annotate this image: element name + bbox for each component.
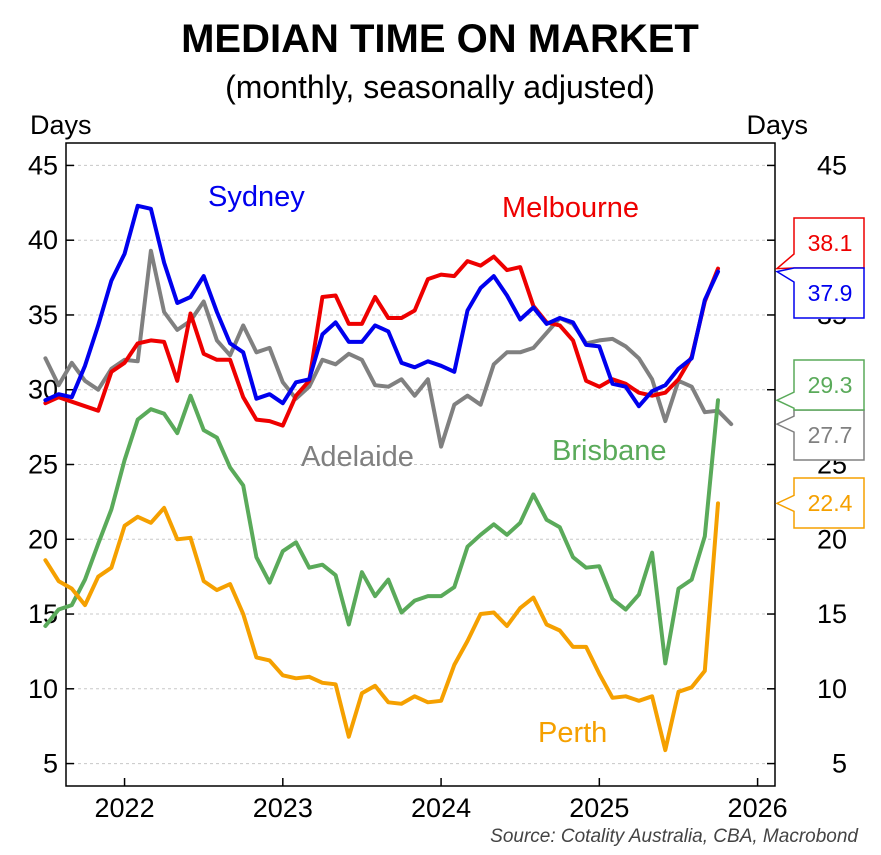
y-axis-unit-left: Days xyxy=(30,110,92,140)
x-tick-label-2025: 2025 xyxy=(569,793,629,823)
y-tick-label-left-40: 40 xyxy=(28,225,58,255)
source-note: Source: Cotality Australia, CBA, Macrobo… xyxy=(490,826,859,847)
series-line-brisbane xyxy=(43,393,720,666)
series-labels: Sydney Melbourne Adelaide Brisbane Perth xyxy=(208,181,666,749)
y-tick-label-left-5: 5 xyxy=(43,749,58,779)
y-tick-label-right-20: 20 xyxy=(817,524,847,554)
y-tick-label-left-45: 45 xyxy=(28,150,58,180)
value-label-adelaide: 27.7 xyxy=(808,422,853,448)
value-label-perth: 22.4 xyxy=(808,490,853,516)
series-label-melbourne: Melbourne xyxy=(502,192,639,224)
x-tick-label-2024: 2024 xyxy=(411,793,471,823)
axes xyxy=(65,142,776,787)
y-tick-label-right-15: 15 xyxy=(817,599,847,629)
series-line-adelaide xyxy=(43,248,734,449)
x-tick-label-2022: 2022 xyxy=(95,793,155,823)
series-label-adelaide: Adelaide xyxy=(301,441,414,473)
series-label-perth: Perth xyxy=(538,717,607,749)
value-flag-sydney xyxy=(775,267,865,319)
y-tick-label-left-35: 35 xyxy=(28,300,58,330)
y-tick-label-left-20: 20 xyxy=(28,524,58,554)
series-lines xyxy=(43,203,734,753)
series-label-sydney: Sydney xyxy=(208,181,305,213)
y-tick-label-right-45: 45 xyxy=(817,150,847,180)
plot-frame xyxy=(65,142,776,787)
value-label-sydney: 37.9 xyxy=(808,280,853,306)
y-tick-label-right-5: 5 xyxy=(832,749,847,779)
value-flag-brisbane xyxy=(775,359,865,411)
series-line-perth xyxy=(43,501,720,753)
y-tick-label-left-25: 25 xyxy=(28,450,58,480)
value-flag-adelaide xyxy=(775,409,865,461)
series-label-brisbane: Brisbane xyxy=(552,435,666,467)
gridlines xyxy=(66,164,775,765)
last-value-labels: 27.7 29.3 38.1 22.4 37.9 xyxy=(774,217,865,529)
value-label-brisbane: 29.3 xyxy=(808,372,853,398)
series-line-sydney xyxy=(43,203,720,409)
value-flag-perth xyxy=(775,477,865,529)
y-axis-unit-right: Days xyxy=(746,110,808,140)
x-tick-label-2023: 2023 xyxy=(253,793,313,823)
value-label-melbourne: 38.1 xyxy=(808,230,853,256)
x-tick-label-2026: 2026 xyxy=(728,793,788,823)
chart-subtitle: (monthly, seasonally adjusted) xyxy=(225,69,655,105)
series-line-melbourne xyxy=(43,254,720,428)
y-tick-label-left-10: 10 xyxy=(28,674,58,704)
chart-title: MEDIAN TIME ON MARKET xyxy=(181,17,699,61)
y-tick-label-right-10: 10 xyxy=(817,674,847,704)
